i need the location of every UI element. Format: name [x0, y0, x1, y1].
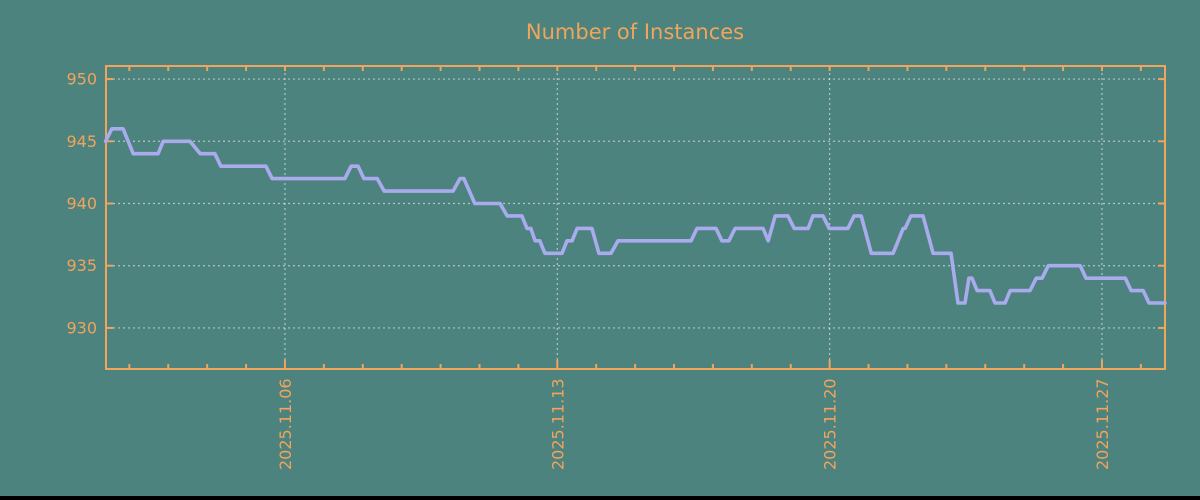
y-tick-label: 950: [66, 70, 97, 89]
y-tick-label: 930: [66, 318, 97, 337]
plot-border: [105, 65, 1166, 370]
y-tick-label: 935: [66, 256, 97, 275]
x-tick-label: 2025.11.20: [821, 378, 840, 470]
y-tick-label: 945: [66, 132, 97, 151]
gridlines: [108, 68, 1163, 367]
tick-marks: [107, 67, 1164, 368]
plot-border-rect: [105, 65, 1166, 370]
y-tick-label: 940: [66, 194, 97, 213]
x-tick-labels: 2025.11.06 2025.11.13 2025.11.20 2025.11.27: [276, 378, 1112, 470]
bottom-bar: [0, 496, 1200, 500]
instances-series-line: [103, 127, 1167, 305]
x-tick-label: 2025.11.13: [548, 378, 567, 470]
x-tick-label: 2025.11.06: [276, 378, 295, 470]
chart-title: Number of Instances: [526, 20, 744, 44]
y-tick-labels: 930 935 940 945 950: [66, 70, 97, 338]
x-tick-label: 2025.11.27: [1093, 378, 1112, 470]
